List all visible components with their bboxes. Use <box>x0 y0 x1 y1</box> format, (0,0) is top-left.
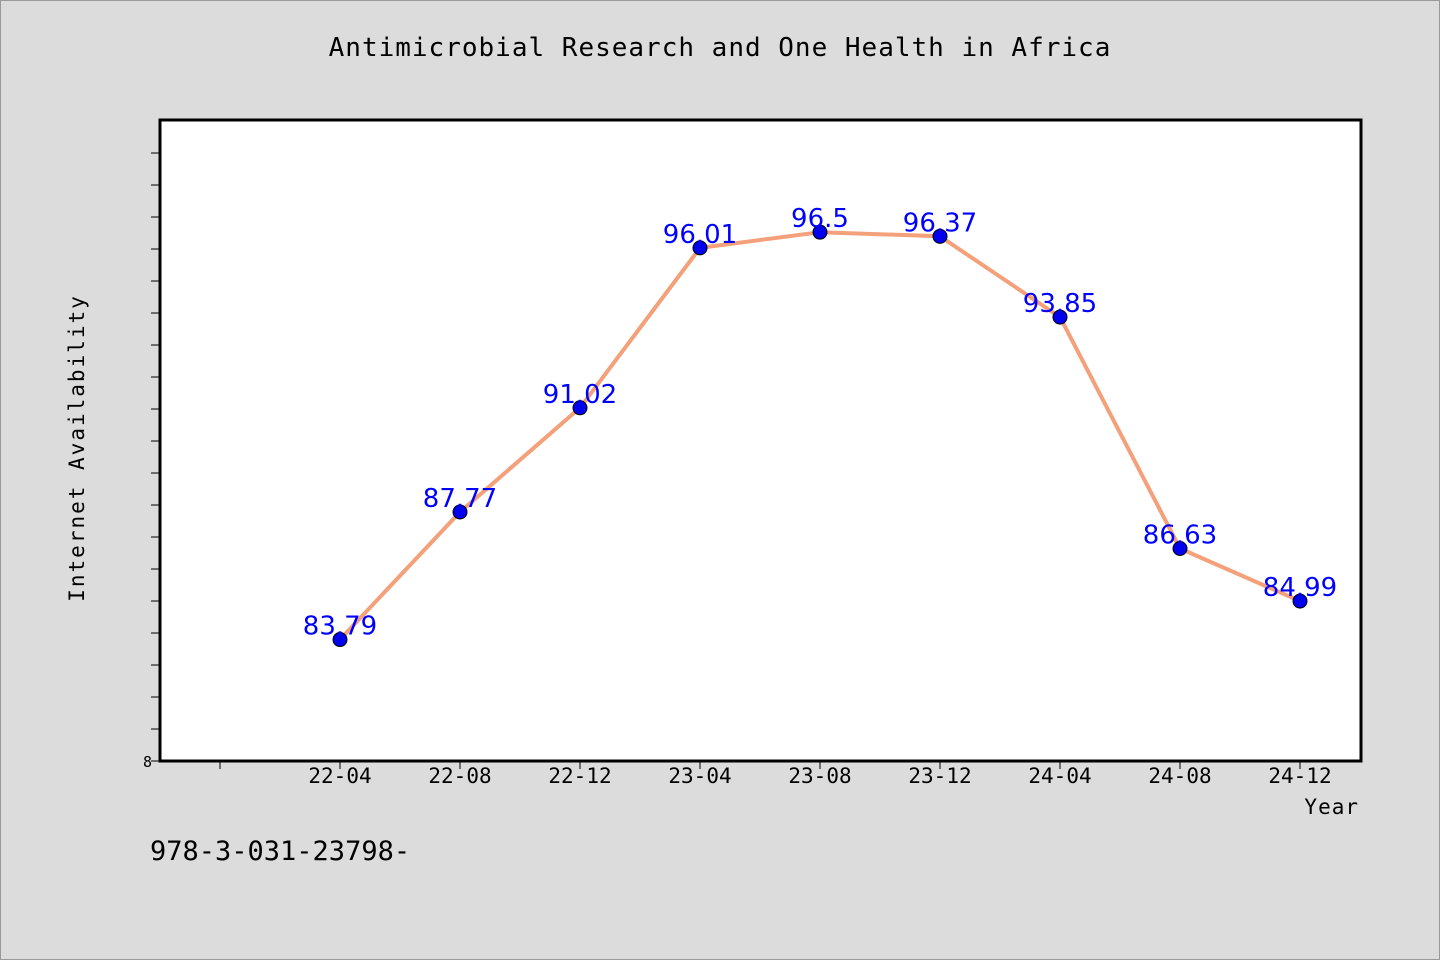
data-label: 86.63 <box>1143 521 1217 551</box>
x-tick-label: 23-12 <box>908 764 971 788</box>
x-tick-label: 22-04 <box>308 764 371 788</box>
x-axis-label: Year <box>1304 795 1359 819</box>
data-point <box>1292 593 1308 609</box>
x-tick-label: 23-08 <box>788 764 851 788</box>
data-label: 91.02 <box>543 380 617 410</box>
chart-title: Antimicrobial Research and One Health in… <box>328 33 1112 63</box>
data-label: 96.01 <box>663 220 737 250</box>
data-point <box>332 632 348 648</box>
data-point <box>572 400 588 416</box>
data-label: 96.5 <box>791 204 849 234</box>
x-tick-label: 24-12 <box>1268 764 1331 788</box>
data-point <box>932 228 948 244</box>
data-point <box>812 224 828 240</box>
data-point <box>692 240 708 256</box>
data-label: 83.79 <box>303 612 377 642</box>
data-label: 87.77 <box>423 484 497 514</box>
x-tick-label: 24-08 <box>1148 764 1211 788</box>
data-label: 84.99 <box>1263 573 1337 603</box>
footnote-text: 978-3-031-23798- <box>150 836 411 867</box>
x-tick-label: 22-12 <box>548 764 611 788</box>
data-label: 96.37 <box>903 208 977 238</box>
plot-area <box>158 118 1363 763</box>
data-label: 93.85 <box>1023 289 1097 319</box>
x-tick-label: 24-04 <box>1028 764 1091 788</box>
data-point <box>452 504 468 520</box>
x-tick-label: 22-08 <box>428 764 491 788</box>
data-point <box>1172 541 1188 557</box>
data-point <box>1052 309 1068 325</box>
x-tick-label: 23-04 <box>668 764 731 788</box>
y-tick-label: 8 <box>143 753 152 771</box>
